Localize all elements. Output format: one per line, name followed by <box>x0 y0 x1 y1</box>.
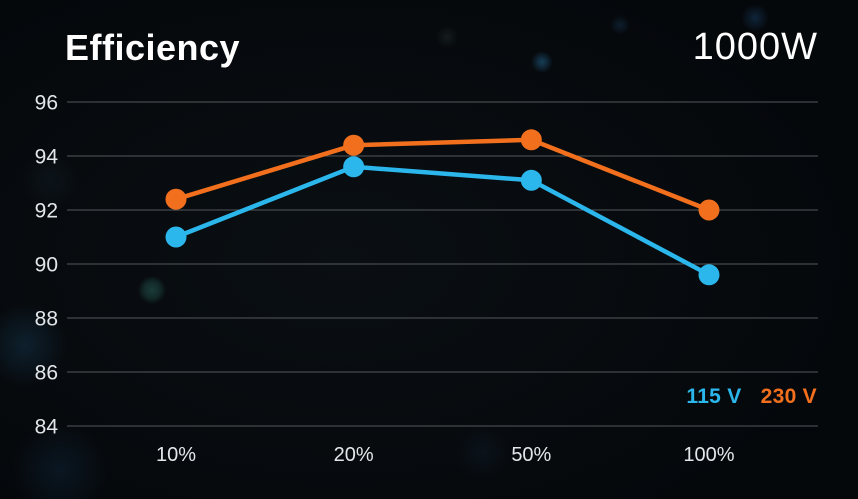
data-point-115-v-50% <box>520 169 542 191</box>
x-tick-label: 20% <box>334 444 374 466</box>
data-point-230-v-10% <box>165 188 187 210</box>
wattage-label: 1000W <box>692 26 818 68</box>
chart-legend: 115 V 230 V <box>686 385 817 409</box>
data-point-115-v-20% <box>343 156 365 178</box>
legend-item-230-v: 230 V <box>760 385 817 408</box>
y-tick-label: 88 <box>35 308 58 331</box>
chart-title: Efficiency <box>65 27 241 68</box>
data-point-230-v-50% <box>520 129 542 151</box>
x-tick-label: 100% <box>683 444 734 466</box>
legend-item-115-v: 115 V <box>686 385 742 408</box>
data-point-115-v-10% <box>165 226 187 248</box>
x-tick-label: 10% <box>156 444 196 466</box>
y-tick-label: 94 <box>35 146 59 169</box>
series-line-230-v <box>173 137 712 213</box>
y-tick-label: 92 <box>35 200 58 223</box>
y-tick-label: 86 <box>35 362 58 385</box>
y-tick-label: 96 <box>35 92 58 115</box>
series-line-115-v <box>173 164 712 278</box>
data-point-230-v-100% <box>698 199 720 221</box>
data-point-230-v-20% <box>343 134 365 156</box>
y-tick-label: 90 <box>35 254 58 277</box>
y-tick-label: 84 <box>35 416 59 439</box>
x-tick-label: 50% <box>511 444 551 466</box>
data-point-115-v-100% <box>698 264 720 286</box>
